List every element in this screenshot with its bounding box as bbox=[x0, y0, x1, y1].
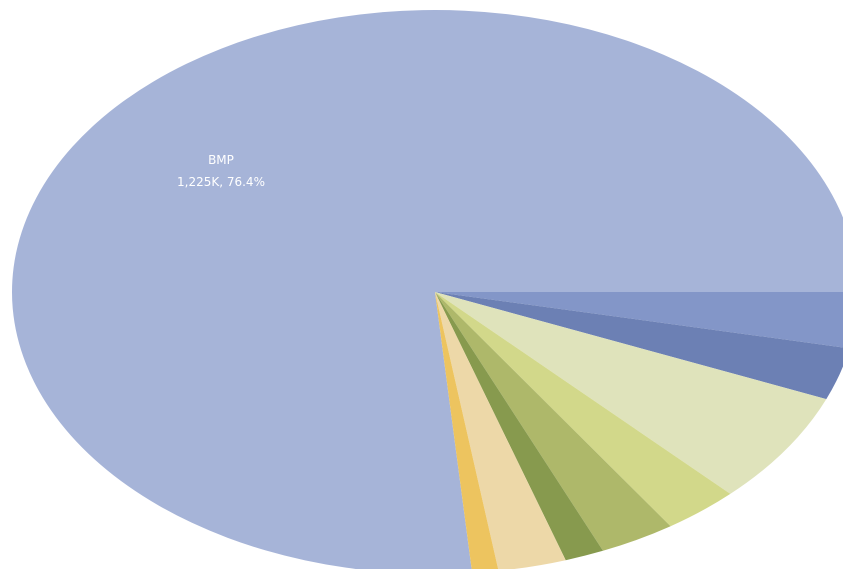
label-layer: BMP 1,225K, 76.4% bbox=[177, 153, 265, 189]
pie-slice-6 bbox=[435, 292, 671, 551]
pie-slice-4 bbox=[435, 292, 827, 494]
pie-slice-9 bbox=[435, 292, 499, 569]
pie-slice-1-bmp bbox=[12, 10, 843, 569]
pie-slice-7 bbox=[435, 292, 603, 561]
slice-label-bmp-value: 1,225K, 76.4% bbox=[177, 175, 265, 189]
slice-label-bmp-name: BMP bbox=[208, 153, 234, 167]
pie-slice-8 bbox=[435, 292, 566, 569]
pie-slice-5 bbox=[435, 292, 731, 527]
pie-slice-3 bbox=[435, 292, 843, 400]
slice-layer bbox=[12, 10, 843, 569]
pie-slice-2 bbox=[435, 292, 843, 348]
